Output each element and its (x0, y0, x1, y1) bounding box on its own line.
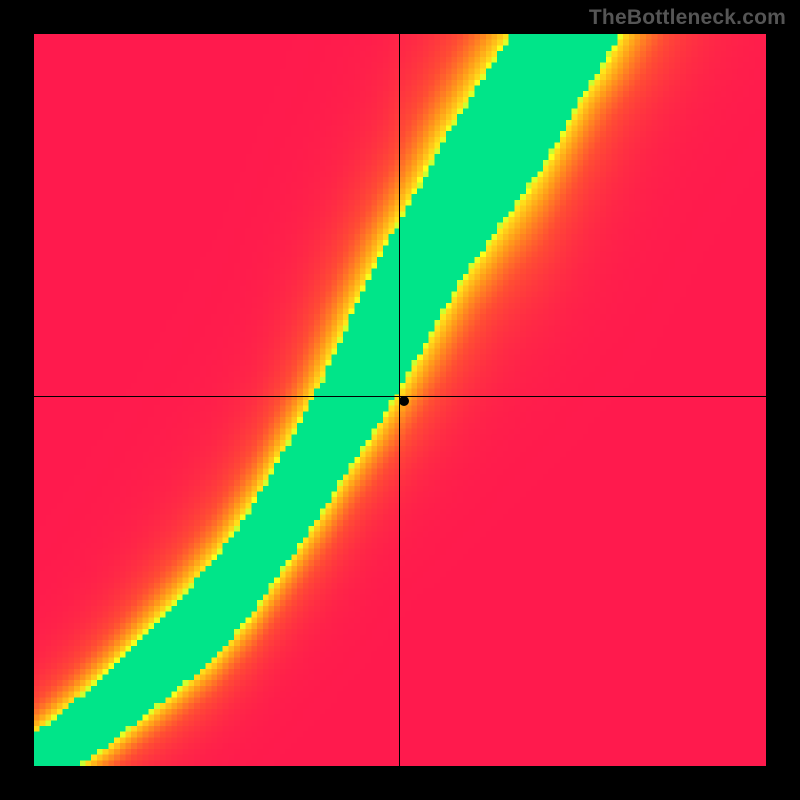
chart-frame: { "watermark": "TheBottleneck.com", "lay… (0, 0, 800, 800)
plot-area (34, 34, 766, 766)
watermark-text: TheBottleneck.com (589, 6, 786, 30)
